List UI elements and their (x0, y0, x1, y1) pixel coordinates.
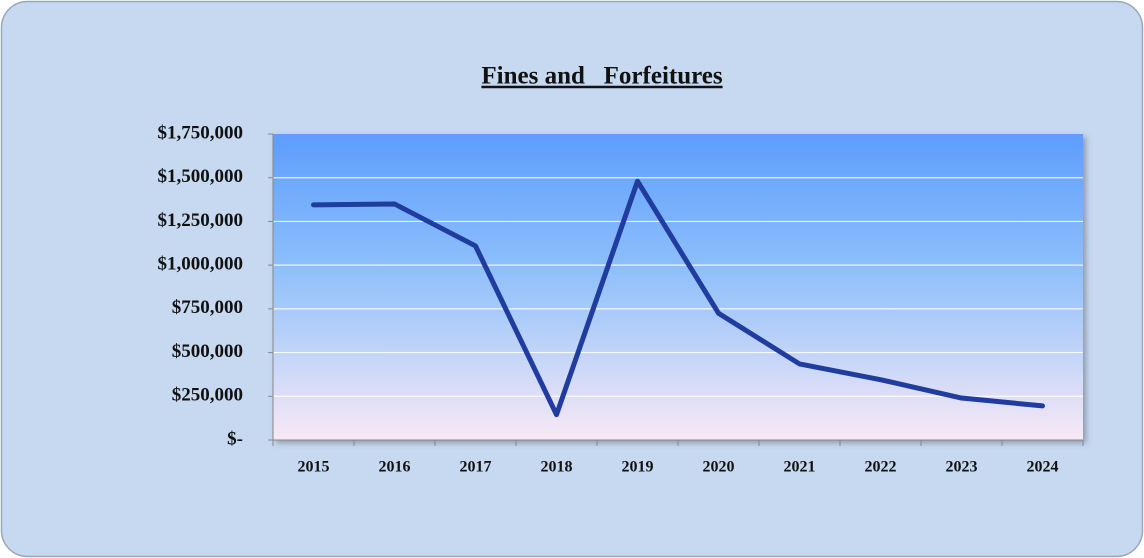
y-tick-label: $- (227, 428, 243, 449)
y-tick-label: $250,000 (172, 385, 243, 406)
y-tick-label: $1,750,000 (158, 122, 244, 143)
x-tick-label: 2016 (379, 459, 411, 476)
chart-title: Fines and Forfeitures (481, 63, 722, 90)
x-tick-label: 2024 (1027, 459, 1059, 476)
y-tick-label: $1,250,000 (158, 210, 244, 231)
plot-area (273, 134, 1083, 440)
x-tick-label: 2017 (460, 459, 492, 476)
y-tick-label: $500,000 (172, 341, 243, 362)
x-tick-label: 2021 (784, 459, 816, 476)
y-tick-label: $750,000 (172, 297, 243, 318)
x-tick-label: 2018 (541, 459, 573, 476)
x-tick-label: 2023 (946, 459, 978, 476)
x-tick-label: 2020 (703, 459, 735, 476)
x-tick-label: 2015 (298, 459, 330, 476)
x-tick-label: 2022 (865, 459, 897, 476)
y-tick-label: $1,500,000 (158, 166, 244, 187)
x-tick-label: 2019 (622, 459, 654, 476)
y-tick-label: $1,000,000 (158, 254, 244, 275)
data-line (311, 178, 1045, 418)
